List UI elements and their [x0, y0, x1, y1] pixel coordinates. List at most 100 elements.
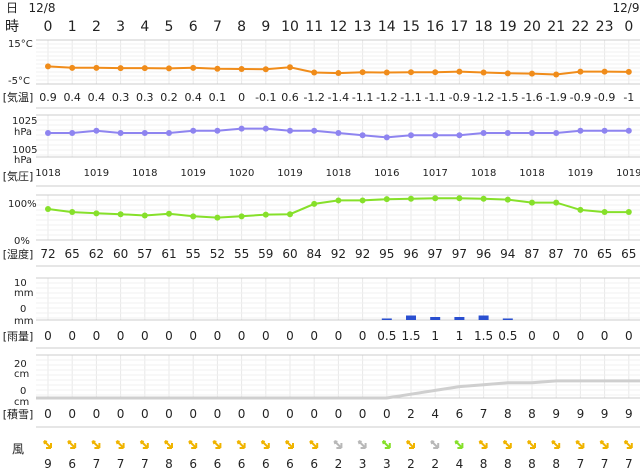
wind-value: 7: [93, 457, 101, 471]
temperature-axis-top: 15°C: [8, 39, 33, 50]
wind-arrow-icon: [406, 440, 415, 449]
wind-value: 7: [601, 457, 609, 471]
pressure-point: [141, 130, 148, 136]
humidity-value: 84: [307, 247, 322, 261]
wind-arrow-shape: [309, 440, 319, 449]
rain-value: 0: [44, 329, 52, 343]
temperature-axis-bottom: -5°C: [8, 76, 30, 87]
temperature-value: -1.9: [545, 91, 566, 104]
pressure-value: 1018: [35, 168, 60, 179]
snow-value: 7: [480, 407, 488, 421]
rain-bar: [502, 318, 513, 320]
wind-arrow-shape: [260, 440, 270, 449]
wind-value: 8: [552, 457, 560, 471]
temperature-value: 0.9: [39, 91, 57, 104]
rain-value: 1: [431, 329, 439, 343]
humidity-value: 62: [89, 247, 104, 261]
wind-arrow-icon: [599, 440, 609, 449]
wind-value: 6: [238, 457, 246, 471]
humidity-point: [69, 209, 76, 216]
humidity-value: 55: [186, 247, 201, 261]
snow-value: 0: [44, 407, 52, 421]
pressure-point: [625, 127, 632, 134]
wind-value: 7: [577, 457, 585, 471]
pressure-value: 1019: [568, 168, 593, 179]
hour-label: 19: [499, 19, 517, 35]
temperature-value: -1.1: [352, 91, 373, 104]
humidity-point: [432, 195, 439, 202]
hour-label: 8: [237, 19, 246, 35]
wind-arrow-shape: [575, 440, 585, 449]
wind-value: 2: [335, 457, 343, 471]
hour-label: 13: [354, 19, 372, 35]
wind-value: 2: [407, 457, 415, 471]
wind-arrow-icon: [236, 440, 246, 449]
hour-label: 10: [281, 19, 299, 35]
temperature-point: [69, 64, 76, 71]
wind-value: 8: [528, 457, 536, 471]
pressure-point: [408, 132, 414, 139]
pressure-point: [262, 125, 269, 132]
hour-label: 15: [402, 19, 420, 35]
pressure-value: 1019: [84, 168, 109, 179]
humidity-point: [45, 206, 51, 213]
pressure-value: 1017: [422, 168, 447, 179]
pressure-point: [601, 127, 608, 134]
rain-value: 0: [552, 329, 560, 343]
snow-value: 8: [504, 407, 512, 421]
snow-value: 0: [189, 407, 197, 421]
wind-arrow-shape: [115, 440, 125, 449]
time-label: 時: [5, 19, 19, 35]
wind-arrow-shape: [164, 440, 173, 449]
temperature-point: [456, 68, 463, 75]
wind-value: 6: [262, 457, 270, 471]
wind-value: 6: [310, 457, 318, 471]
wind-arrow-shape: [43, 440, 52, 449]
temperature-point: [262, 66, 269, 73]
humidity-point: [93, 210, 100, 217]
wind-arrow-icon: [164, 440, 173, 449]
temperature-point: [553, 71, 560, 78]
temperature-point: [480, 69, 487, 76]
wind-value: 7: [141, 457, 149, 471]
temperature-point: [166, 65, 172, 72]
humidity-section-label: [湿度]: [3, 247, 34, 261]
temperature-value: -1.2: [303, 91, 324, 104]
rain-value: 0: [238, 329, 246, 343]
temperature-point: [408, 69, 414, 76]
snow-value: 9: [552, 407, 560, 421]
rain-value: 0: [93, 329, 101, 343]
humidity-value: 55: [234, 247, 249, 261]
rain-value: 0: [68, 329, 76, 343]
hour-label: 17: [450, 19, 468, 35]
hour-label: 16: [426, 19, 444, 35]
pressure-point: [238, 125, 245, 132]
hour-label: 21: [547, 19, 565, 35]
temperature-value: -1.1: [424, 91, 445, 104]
wind-arrow-shape: [381, 440, 391, 449]
wind-arrow-shape: [502, 440, 512, 449]
temperature-value: -1.6: [521, 91, 542, 104]
humidity-point: [262, 211, 269, 218]
wind-value: 7: [625, 457, 633, 471]
temperature-value: -0.9: [449, 91, 470, 104]
humidity-value: 87: [549, 247, 564, 261]
humidity-point: [408, 195, 414, 202]
wind-arrow-icon: [357, 440, 367, 449]
wind-arrow-shape: [91, 440, 101, 449]
temperature-point: [432, 69, 439, 76]
temperature-point: [335, 70, 342, 77]
wind-arrow-shape: [357, 440, 367, 449]
humidity-value: 92: [331, 247, 346, 261]
rain-bar: [406, 315, 416, 320]
humidity-axis-top: 100%: [8, 199, 37, 210]
rain-value: 0.5: [498, 329, 517, 343]
wind-arrow-icon: [381, 440, 391, 449]
humidity-value: 65: [597, 247, 612, 261]
humidity-point: [456, 195, 463, 202]
wind-arrow-icon: [430, 440, 440, 449]
rain-value: 0.5: [377, 329, 396, 343]
snow-value: 6: [456, 407, 464, 421]
pressure-point: [69, 130, 76, 136]
